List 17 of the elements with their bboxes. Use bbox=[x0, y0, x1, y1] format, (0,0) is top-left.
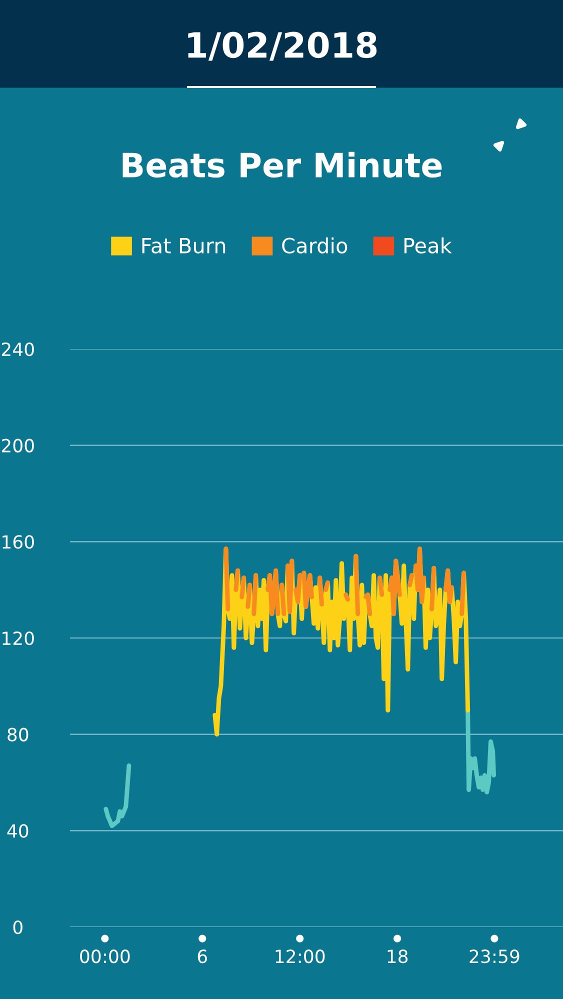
x-tick-label: 23:59 bbox=[470, 950, 520, 964]
y-tick-label: 120 bbox=[2, 631, 34, 646]
legend-label: Peak bbox=[404, 237, 452, 254]
y-tick-label: 0 bbox=[13, 920, 22, 934]
x-tick-label: 6 bbox=[198, 950, 207, 964]
y-tick-label: 160 bbox=[2, 535, 34, 549]
y-tick-label: 240 bbox=[2, 342, 34, 356]
y-tick-label: 80 bbox=[8, 728, 28, 742]
x-tick-label: 12:00 bbox=[276, 950, 325, 964]
legend-label: Cardio bbox=[282, 237, 348, 254]
y-tick-label: 200 bbox=[2, 438, 34, 452]
chart-subtitle: Beats Per Minute bbox=[122, 152, 442, 178]
x-tick-label: 18 bbox=[388, 950, 408, 964]
y-tick-label: 40 bbox=[7, 824, 28, 838]
x-tick-label: 00:00 bbox=[80, 950, 130, 964]
chart-title: 1/02/2018 bbox=[188, 32, 377, 61]
legend-label: Fat Burn bbox=[142, 238, 226, 254]
